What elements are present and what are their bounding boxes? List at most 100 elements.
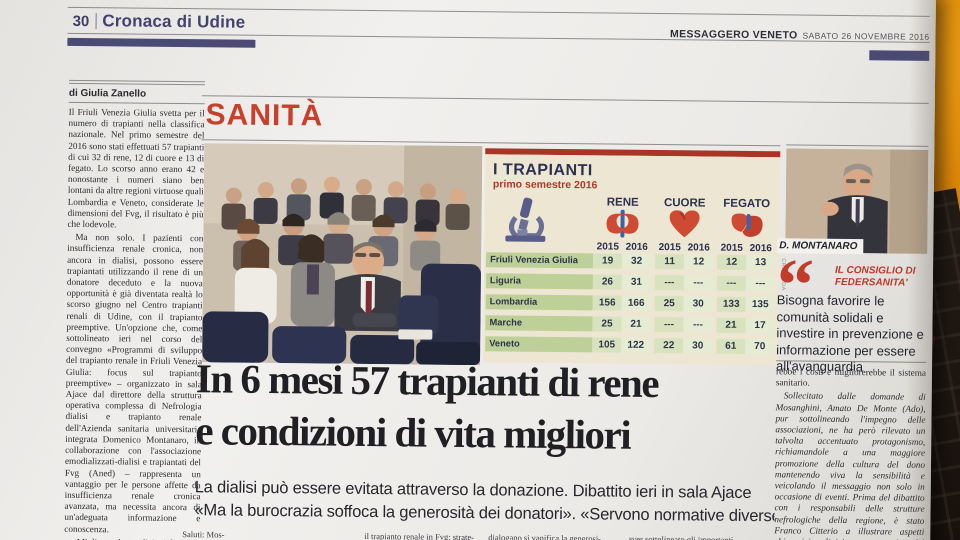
page-number: 30 — [72, 12, 90, 31]
cell: 166 — [621, 295, 651, 311]
paragraph-cutoff: «Migliorare le condizioni di vi- — [64, 537, 200, 540]
audience-back-row — [221, 176, 470, 231]
cell: 26 — [592, 274, 622, 290]
quote-kicker: IL CONSIGLIO DI FEDERSANITA' — [835, 265, 916, 290]
liver-icon — [731, 213, 763, 237]
table-row: Friuli Venezia Giulia 19 32 11 12 12 13 — [486, 252, 776, 271]
cell: --- — [745, 275, 775, 292]
face — [842, 168, 873, 199]
cell: 30 — [683, 296, 713, 312]
newspaper-page: 30 Cronaca di Udine MESSAGGERO VENETO SABA… — [0, 0, 936, 540]
cell: 11 — [655, 254, 685, 270]
paragraph: Sollecitato dalle domande di Mosanghini,… — [774, 390, 926, 540]
headline-line1: In 6 mesi 57 trapianti di rene — [195, 355, 659, 407]
cell: 156 — [592, 295, 622, 311]
man-in-suit — [334, 241, 401, 332]
cell: 22 — [654, 337, 684, 354]
page-header: 30 Cronaca di Udine — [73, 11, 246, 33]
region-label: Marche — [485, 315, 593, 332]
year-label: 2016 — [687, 242, 710, 254]
cell: 25 — [654, 295, 684, 312]
year-label: 2016 — [625, 241, 648, 253]
paragraph: Il Friuli Venezia Giulia svetta per il n… — [67, 106, 205, 230]
region-label: Friuli Venezia Giulia — [486, 252, 594, 269]
region-label: Liguria — [485, 273, 593, 290]
year-headers-cuore: 2015 2016 — [655, 242, 713, 254]
chairs — [202, 263, 481, 366]
left-column-text: Il Friuli Venezia Giulia svetta per il n… — [64, 107, 205, 540]
table-row: Marche 25 21 --- --- 21 17 — [485, 315, 775, 334]
year-label: 2016 — [749, 242, 772, 255]
tie — [855, 199, 860, 229]
cell: 122 — [621, 337, 651, 353]
cell: --- — [654, 316, 684, 333]
kicker: SANITÀ — [205, 98, 324, 133]
year-headers-fegato: 2015 2016 — [717, 243, 775, 255]
cell: 32 — [622, 253, 652, 269]
heart-icon — [669, 210, 700, 238]
byline: di Giulia Zanello — [68, 87, 147, 100]
table-row: Liguria 26 31 --- --- --- --- — [485, 273, 775, 292]
cell: 12 — [684, 254, 714, 270]
column-label-cuore: CUORE — [663, 197, 706, 210]
cell: --- — [654, 275, 684, 291]
year-label: 2015 — [596, 241, 619, 253]
article-snippet: il trapianto renale in Fvg: strate- — [364, 530, 475, 540]
article-snippet: Saluti: Mos- — [182, 529, 225, 540]
cell: 70 — [745, 338, 775, 355]
year-label: 2015 — [658, 242, 681, 254]
quote-text: Bisogna favorire le comunità solidali e … — [775, 292, 924, 375]
region-label: Lombardia — [485, 294, 593, 311]
woman-gray-cardigan — [290, 234, 335, 327]
cell: --- — [683, 275, 713, 291]
cell: 19 — [593, 253, 623, 269]
quote-kicker-line1: IL CONSIGLIO DI — [834, 264, 916, 277]
cell: 31 — [621, 274, 651, 290]
right-col-rule — [786, 144, 929, 147]
article-snippet: aver sottolineato gli importanti — [628, 533, 734, 540]
cell: 135 — [745, 296, 775, 313]
cell: 17 — [745, 317, 775, 334]
cell: --- — [716, 275, 746, 291]
cell: 12 — [717, 254, 747, 270]
article-snippet: dialogano si vanifica la generosi- — [488, 532, 602, 540]
table-row: Lombardia 156 166 25 30 133 135 — [485, 294, 775, 313]
byline-rule-bottom — [68, 101, 205, 105]
cell: 25 — [592, 316, 622, 332]
table-row: Veneto 105 122 22 30 61 70 — [485, 336, 775, 355]
header-bar-right — [869, 50, 930, 61]
subhead-line2: «Ma la burocrazia soffoca la generosità … — [194, 501, 775, 526]
column-label-fegato: FEGATO — [723, 197, 771, 211]
byline-rule-top — [68, 79, 205, 83]
infographic-subtitle: primo semestre 2016 — [492, 178, 598, 192]
cell: 21 — [716, 317, 746, 333]
cell: 61 — [716, 338, 746, 354]
paragraph: Ma non solo. I pazienti con insufficienz… — [64, 232, 204, 534]
cell: 133 — [716, 296, 746, 312]
woman-white-top — [234, 238, 277, 324]
header-divider — [95, 13, 97, 30]
cell: 105 — [592, 337, 622, 353]
cell: 30 — [683, 338, 713, 354]
column-label-rene: RENE — [606, 196, 639, 209]
headline: In 6 mesi 57 trapianti di rene e condizi… — [195, 352, 774, 462]
paragraph-cut: rebbe i costi e migliorerebbe il sistema… — [775, 366, 927, 388]
right-column-text: rebbe i costi e migliorerebbe il sistema… — [774, 366, 926, 540]
quote-kicker-line2: FEDERSANITA' — [834, 276, 908, 289]
cell: 13 — [746, 254, 776, 271]
section-title: Cronaca di Udine — [102, 11, 246, 32]
subhead: La dialisi può essere evitata attraverso… — [194, 476, 774, 528]
region-label: Veneto — [485, 336, 593, 353]
papers — [398, 329, 433, 340]
cell: --- — [683, 317, 713, 333]
header-bar-left — [67, 37, 256, 48]
hair — [843, 163, 874, 178]
microscope-icon — [505, 197, 546, 242]
year-headers-rene: 2015 2016 — [593, 241, 651, 253]
conference-photo — [202, 143, 483, 366]
kidney-icon — [606, 209, 639, 238]
cell: 21 — [621, 316, 651, 332]
headline-line2: e condizioni di vita migliori — [195, 407, 631, 458]
year-label: 2015 — [720, 242, 743, 254]
